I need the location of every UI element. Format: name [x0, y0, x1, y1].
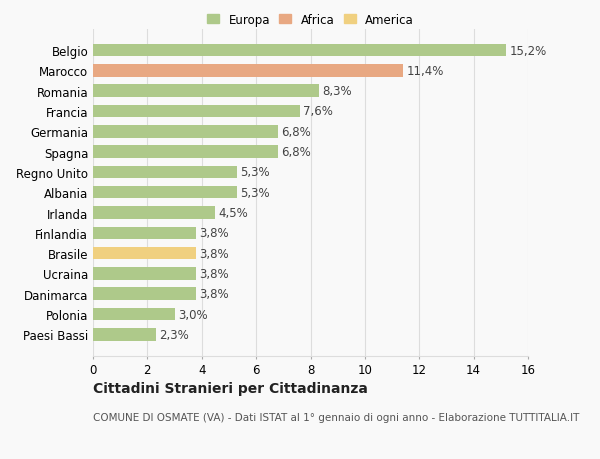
Text: 5,3%: 5,3%: [241, 186, 270, 199]
Text: 15,2%: 15,2%: [509, 45, 547, 57]
Text: 6,8%: 6,8%: [281, 125, 311, 139]
Bar: [93, 106, 299, 118]
Bar: [93, 328, 155, 341]
Text: 3,8%: 3,8%: [200, 247, 229, 260]
Bar: [93, 207, 215, 219]
Text: 4,5%: 4,5%: [218, 207, 248, 219]
Text: 11,4%: 11,4%: [406, 65, 443, 78]
Bar: [93, 65, 403, 78]
Bar: [93, 268, 196, 280]
Text: 2,3%: 2,3%: [159, 328, 188, 341]
Bar: [93, 247, 196, 260]
Text: 6,8%: 6,8%: [281, 146, 311, 159]
Text: Cittadini Stranieri per Cittadinanza: Cittadini Stranieri per Cittadinanza: [93, 381, 368, 396]
Bar: [93, 186, 237, 199]
Text: 3,8%: 3,8%: [200, 288, 229, 301]
Bar: [93, 85, 319, 98]
Bar: [93, 227, 196, 240]
Text: 3,8%: 3,8%: [200, 227, 229, 240]
Text: 3,0%: 3,0%: [178, 308, 208, 321]
Legend: Europa, Africa, America: Europa, Africa, America: [205, 11, 416, 29]
Text: 7,6%: 7,6%: [303, 105, 333, 118]
Bar: [93, 288, 196, 300]
Text: 5,3%: 5,3%: [241, 166, 270, 179]
Bar: [93, 45, 506, 57]
Text: 3,8%: 3,8%: [200, 267, 229, 280]
Bar: [93, 126, 278, 138]
Bar: [93, 146, 278, 158]
Bar: [93, 308, 175, 321]
Text: COMUNE DI OSMATE (VA) - Dati ISTAT al 1° gennaio di ogni anno - Elaborazione TUT: COMUNE DI OSMATE (VA) - Dati ISTAT al 1°…: [93, 412, 580, 422]
Bar: [93, 166, 237, 179]
Text: 8,3%: 8,3%: [322, 85, 352, 98]
